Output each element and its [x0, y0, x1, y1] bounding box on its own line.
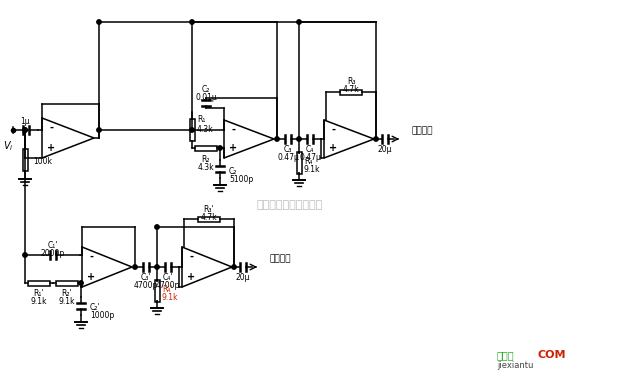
Text: 高音功放: 高音功放 [269, 254, 290, 264]
Text: R₂: R₂ [201, 154, 210, 164]
Bar [28, 281, 50, 286]
Bar [22, 149, 27, 171]
Text: 4700p: 4700p [156, 281, 180, 290]
Text: C₂: C₂ [202, 86, 210, 95]
Text: C₄': C₄' [163, 273, 173, 281]
Text: 9.1k: 9.1k [31, 296, 47, 305]
Text: 4.3k: 4.3k [197, 125, 214, 134]
Bar [154, 280, 159, 302]
Circle shape [275, 137, 279, 141]
Text: 接线图: 接线图 [497, 350, 515, 360]
Text: C₃': C₃' [141, 273, 151, 281]
Circle shape [190, 128, 194, 132]
Text: 4.3k: 4.3k [198, 163, 214, 171]
Text: R₂': R₂' [62, 288, 72, 298]
Circle shape [23, 128, 27, 132]
Text: +: + [47, 143, 55, 153]
Text: R₁': R₁' [34, 288, 44, 298]
Text: C₂': C₂' [90, 303, 101, 313]
Text: C₃: C₃ [284, 144, 292, 154]
Circle shape [133, 265, 137, 269]
Text: COM: COM [537, 350, 565, 360]
Bar [56, 281, 78, 286]
Text: 0.47µ: 0.47µ [299, 152, 321, 161]
Text: 9.1k: 9.1k [304, 166, 321, 174]
Circle shape [154, 265, 159, 269]
Bar [297, 152, 302, 174]
Text: R₃: R₃ [347, 78, 355, 86]
Text: +: + [87, 272, 95, 282]
Text: C₄: C₄ [306, 144, 314, 154]
Text: +: + [187, 272, 195, 282]
Circle shape [297, 20, 301, 24]
Text: R₄: R₄ [304, 156, 312, 166]
Text: +: + [229, 143, 237, 153]
Text: 1000p: 1000p [90, 312, 114, 320]
Text: -: - [331, 125, 335, 135]
Bar [198, 217, 220, 222]
Text: +: + [329, 143, 337, 153]
Circle shape [97, 20, 101, 24]
Text: R₁: R₁ [197, 115, 205, 125]
Text: 9.1k: 9.1k [162, 293, 179, 303]
Circle shape [79, 281, 83, 285]
Text: 杭州格睿科技有限公司: 杭州格睿科技有限公司 [257, 200, 323, 210]
Text: 20µ: 20µ [378, 144, 392, 154]
Text: 4.7k: 4.7k [201, 213, 218, 222]
Circle shape [218, 146, 222, 150]
Text: jiexiantu: jiexiantu [497, 361, 533, 369]
Text: R₄': R₄' [162, 284, 172, 293]
Text: 2000p: 2000p [40, 249, 65, 257]
Text: 20µ: 20µ [235, 273, 250, 281]
Text: 0.47µ: 0.47µ [277, 152, 299, 161]
Text: C₁': C₁' [48, 240, 57, 249]
Circle shape [97, 128, 101, 132]
Bar [195, 146, 217, 151]
Text: R₃': R₃' [204, 205, 214, 213]
Bar [190, 119, 195, 141]
Circle shape [23, 253, 27, 257]
Text: -: - [189, 252, 193, 262]
Text: -: - [49, 123, 53, 133]
Bar [340, 90, 362, 95]
Text: 0.01µ: 0.01µ [195, 93, 217, 103]
Circle shape [190, 20, 194, 24]
Circle shape [23, 128, 27, 132]
Text: C₂: C₂ [229, 166, 237, 176]
Text: -: - [231, 125, 235, 135]
Text: 4.7k: 4.7k [343, 86, 359, 95]
Circle shape [297, 137, 301, 141]
Text: -: - [89, 252, 93, 262]
Circle shape [374, 137, 378, 141]
Text: 低音功放: 低音功放 [411, 127, 433, 135]
Text: 4700p: 4700p [134, 281, 158, 290]
Circle shape [154, 225, 159, 229]
Text: 9.1k: 9.1k [59, 296, 75, 305]
Text: 5100p: 5100p [229, 176, 253, 185]
Text: 100k: 100k [33, 156, 52, 166]
Text: 1µ: 1µ [20, 117, 30, 125]
Text: $V_i$: $V_i$ [2, 139, 13, 153]
Circle shape [232, 265, 236, 269]
